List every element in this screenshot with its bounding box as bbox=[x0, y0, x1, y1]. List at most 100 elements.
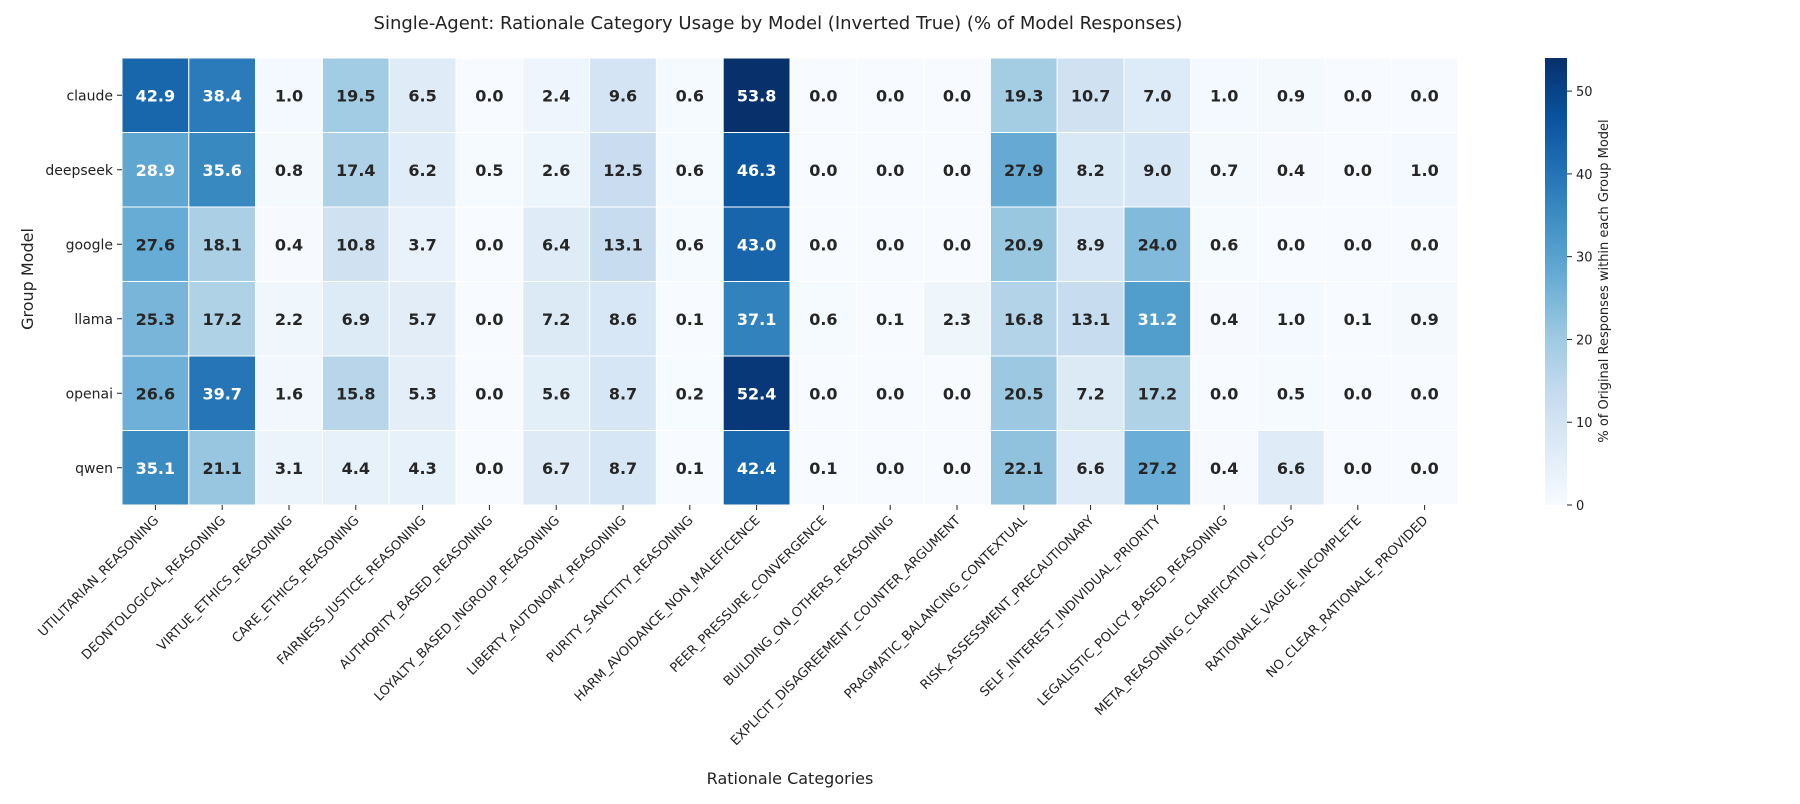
heatmap-cell bbox=[1123, 57, 1192, 133]
cell-value-label: 0.0 bbox=[475, 384, 503, 403]
cell-value-label: 8.7 bbox=[609, 384, 637, 403]
cell-value-label: 7.0 bbox=[1143, 86, 1171, 105]
heatmap-cell bbox=[722, 206, 791, 282]
cell-value-label: 3.1 bbox=[275, 459, 303, 478]
heatmap-cell bbox=[388, 132, 457, 208]
cell-value-label: 0.0 bbox=[943, 459, 971, 478]
cell-value-label: 4.3 bbox=[408, 459, 436, 478]
heatmap-cell bbox=[989, 355, 1058, 431]
cell-value-label: 43.0 bbox=[737, 235, 776, 254]
colorbar-tick-label: 40 bbox=[1576, 168, 1593, 183]
cell-value-label: 0.6 bbox=[676, 161, 704, 180]
cell-value-label: 10.8 bbox=[336, 235, 375, 254]
cell-value-label: 13.1 bbox=[1071, 310, 1110, 329]
cell-value-label: 0.6 bbox=[1210, 235, 1238, 254]
cell-value-label: 0.9 bbox=[1277, 86, 1305, 105]
cell-value-label: 10.7 bbox=[1071, 86, 1110, 105]
heatmap-cell bbox=[1323, 132, 1392, 208]
x-tick-label: UTILITARIAN_REASONING bbox=[36, 513, 163, 640]
heatmap-cell bbox=[1390, 430, 1459, 506]
cell-value-label: 24.0 bbox=[1138, 235, 1177, 254]
heatmap-cell bbox=[789, 132, 858, 208]
cell-value-label: 0.8 bbox=[275, 161, 303, 180]
cell-value-label: 2.2 bbox=[275, 310, 303, 329]
heatmap-cell bbox=[789, 206, 858, 282]
cell-value-label: 6.6 bbox=[1076, 459, 1104, 478]
colorbar-ticks: 0 10 20 30 40 50 bbox=[1567, 85, 1593, 514]
x-tick-label: PURITY_SANCTITY_REASONING bbox=[544, 513, 697, 666]
heatmap-cell bbox=[856, 355, 925, 431]
cell-value-label: 1.0 bbox=[275, 86, 303, 105]
heatmap-cell bbox=[923, 206, 991, 282]
colorbar-tick-label: 30 bbox=[1576, 251, 1593, 266]
x-tick-label: EXPLICIT_DISAGREEMENT_COUNTER_ARGUMENT bbox=[728, 513, 964, 749]
cell-value-label: 27.2 bbox=[1138, 459, 1177, 478]
cell-value-label: 0.0 bbox=[1344, 161, 1372, 180]
cell-value-label: 0.0 bbox=[475, 459, 503, 478]
heatmap-cell bbox=[121, 281, 190, 357]
cell-value-label: 0.9 bbox=[1410, 310, 1438, 329]
cell-value-label: 26.6 bbox=[136, 384, 175, 403]
colorbar-label: % of Original Responses within each Grou… bbox=[1597, 119, 1612, 442]
cell-value-label: 0.1 bbox=[676, 310, 704, 329]
heatmap-cell bbox=[455, 206, 524, 282]
cell-value-label: 0.0 bbox=[809, 235, 837, 254]
cell-value-label: 0.0 bbox=[1410, 86, 1438, 105]
y-axis-label: Group Model bbox=[18, 228, 37, 330]
heatmap-cell bbox=[188, 430, 257, 506]
cell-value-label: 0.0 bbox=[1344, 235, 1372, 254]
cell-value-label: 8.7 bbox=[609, 459, 637, 478]
cell-value-label: 15.8 bbox=[336, 384, 375, 403]
heatmap-cell bbox=[856, 430, 925, 506]
cell-value-label: 21.1 bbox=[202, 459, 241, 478]
cell-value-label: 1.0 bbox=[1210, 86, 1238, 105]
cell-value-label: 0.0 bbox=[475, 235, 503, 254]
y-axis-ticks: claude deepseek google llama openai qwen bbox=[45, 88, 122, 477]
cell-value-label: 8.2 bbox=[1076, 161, 1104, 180]
cell-value-label: 0.0 bbox=[475, 86, 503, 105]
heatmap-cell bbox=[522, 132, 591, 208]
heatmap-cell bbox=[522, 206, 591, 282]
heatmap-cell bbox=[321, 57, 390, 133]
heatmap-cell bbox=[321, 430, 390, 506]
cell-value-label: 19.3 bbox=[1004, 86, 1043, 105]
cell-value-label: 31.2 bbox=[1138, 310, 1177, 329]
cell-value-label: 0.0 bbox=[475, 310, 503, 329]
heatmap-cell bbox=[121, 57, 190, 133]
cell-value-label: 42.4 bbox=[737, 459, 776, 478]
heatmap-cell bbox=[989, 206, 1058, 282]
colorbar-tick-label: 0 bbox=[1576, 499, 1584, 514]
heatmap-cell bbox=[1056, 132, 1125, 208]
cell-value-label: 0.0 bbox=[876, 459, 904, 478]
cell-value-label: 0.5 bbox=[475, 161, 503, 180]
cell-value-label: 39.7 bbox=[202, 384, 241, 403]
colorbar bbox=[1545, 58, 1567, 505]
cell-value-label: 0.0 bbox=[943, 161, 971, 180]
heatmap-cell bbox=[1390, 355, 1459, 431]
heatmap-cell bbox=[188, 206, 257, 282]
y-tick-label: claude bbox=[66, 88, 113, 104]
cell-value-label: 6.9 bbox=[342, 310, 370, 329]
heatmap-cell bbox=[255, 57, 323, 133]
cell-value-label: 2.6 bbox=[542, 161, 570, 180]
colorbar-tick-label: 50 bbox=[1576, 85, 1593, 100]
heatmap-cell bbox=[1123, 430, 1192, 506]
cell-value-label: 17.2 bbox=[202, 310, 241, 329]
cell-value-label: 0.4 bbox=[275, 235, 303, 254]
cell-value-label: 12.5 bbox=[603, 161, 642, 180]
heatmap-cell bbox=[255, 132, 323, 208]
cell-value-label: 0.0 bbox=[1410, 459, 1438, 478]
cell-value-label: 7.2 bbox=[542, 310, 570, 329]
heatmap-cell bbox=[722, 57, 791, 133]
heatmap-cell bbox=[589, 132, 657, 208]
heatmap-cell bbox=[255, 206, 323, 282]
cell-value-label: 3.7 bbox=[408, 235, 436, 254]
cell-value-label: 42.9 bbox=[136, 86, 175, 105]
heatmap-cell bbox=[1390, 132, 1459, 208]
cell-value-label: 0.0 bbox=[809, 86, 837, 105]
heatmap-cells bbox=[121, 57, 1459, 506]
heatmap-cell bbox=[388, 355, 457, 431]
cell-value-label: 1.6 bbox=[275, 384, 303, 403]
heatmap-cell bbox=[923, 281, 991, 357]
